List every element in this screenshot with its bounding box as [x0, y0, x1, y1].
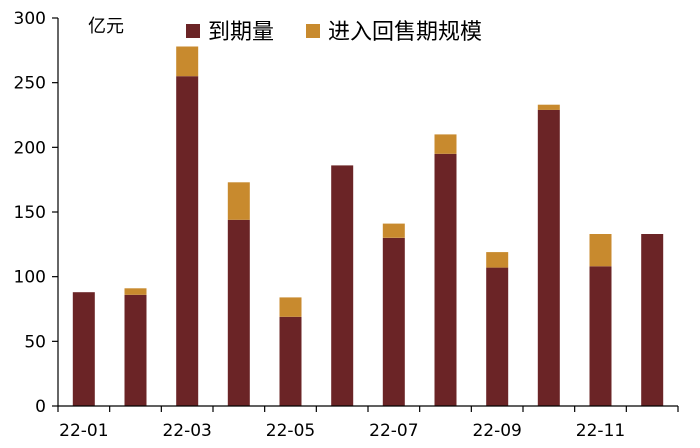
- y-ticks-group: 0 50 100 150 200 250 300: [14, 9, 58, 417]
- legend-swatch-putback: [306, 24, 320, 38]
- x-tick-label-22-07: 22-07: [369, 421, 418, 441]
- y-tick-label-150: 150: [14, 203, 46, 223]
- bar-maturity-22-07: [382, 237, 405, 406]
- x-tick-label-22-03: 22-03: [162, 421, 211, 441]
- legend-swatch-maturity: [186, 24, 200, 38]
- legend-label-putback: 进入回售期规模: [328, 20, 482, 45]
- bar-maturity-22-04: [227, 219, 250, 406]
- bar-putback-22-05: [279, 297, 302, 317]
- bar-putback-22-04: [227, 182, 250, 220]
- axes-group: [57, 18, 678, 407]
- legend: 到期量 进入回售期规模: [186, 20, 482, 45]
- bar-maturity-22-01: [72, 292, 95, 406]
- bar-maturity-22-08: [434, 153, 457, 406]
- bars-group: [72, 46, 664, 407]
- bar-maturity-22-03: [176, 76, 199, 406]
- bar-putback-22-11: [589, 234, 612, 267]
- y-tick-label-250: 250: [14, 74, 46, 94]
- bar-maturity-22-09: [486, 267, 509, 406]
- y-tick-label-100: 100: [14, 268, 46, 288]
- bar-putback-22-03: [176, 46, 199, 77]
- y-tick-label-0: 0: [35, 397, 46, 417]
- y-tick-label-200: 200: [14, 138, 46, 158]
- bar-putback-22-07: [382, 223, 405, 238]
- bar-maturity-22-06: [331, 165, 354, 406]
- bar-maturity-22-10: [537, 109, 560, 407]
- bar-putback-22-02: [124, 288, 147, 295]
- bar-maturity-22-11: [589, 266, 612, 406]
- bar-putback-22-10: [537, 104, 560, 110]
- bar-putback-22-08: [434, 134, 457, 154]
- bar-maturity-22-12: [641, 234, 664, 406]
- legend-label-maturity: 到期量: [208, 20, 274, 45]
- y-unit-label: 亿元: [88, 16, 124, 37]
- y-tick-label-300: 300: [14, 9, 46, 29]
- bar-maturity-22-05: [279, 316, 302, 406]
- bar-maturity-22-02: [124, 294, 147, 406]
- y-tick-label-50: 50: [24, 332, 46, 352]
- x-ticks-group: 22-01 22-03 22-05 22-07 22-09 22-11: [57, 406, 679, 441]
- x-tick-label-22-11: 22-11: [576, 421, 625, 441]
- x-tick-label-22-05: 22-05: [266, 421, 315, 441]
- bar-putback-22-09: [486, 252, 509, 268]
- x-tick-label-22-09: 22-09: [472, 421, 521, 441]
- x-tick-label-22-01: 22-01: [59, 421, 108, 441]
